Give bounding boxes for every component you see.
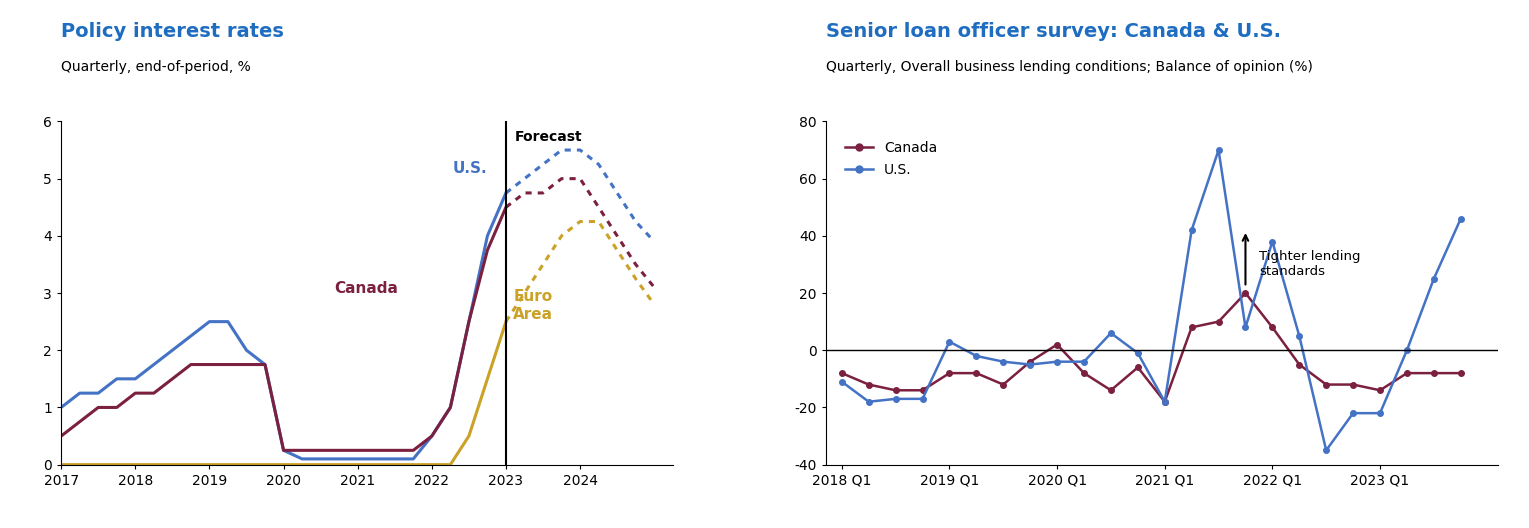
Text: U.S.: U.S.	[453, 161, 488, 176]
Text: Quarterly, end-of-period, %: Quarterly, end-of-period, %	[61, 60, 251, 74]
Text: Canada: Canada	[335, 281, 399, 296]
Text: Forecast: Forecast	[515, 130, 583, 144]
Text: Euro
Area: Euro Area	[514, 289, 553, 322]
Text: Senior loan officer survey: Canada & U.S.: Senior loan officer survey: Canada & U.S…	[826, 22, 1281, 41]
Legend: Canada, U.S.: Canada, U.S.	[839, 135, 942, 183]
Text: Quarterly, Overall business lending conditions; Balance of opinion (%): Quarterly, Overall business lending cond…	[826, 60, 1312, 74]
Text: Policy interest rates: Policy interest rates	[61, 22, 284, 41]
Text: Tighter lending
standards: Tighter lending standards	[1260, 250, 1361, 278]
